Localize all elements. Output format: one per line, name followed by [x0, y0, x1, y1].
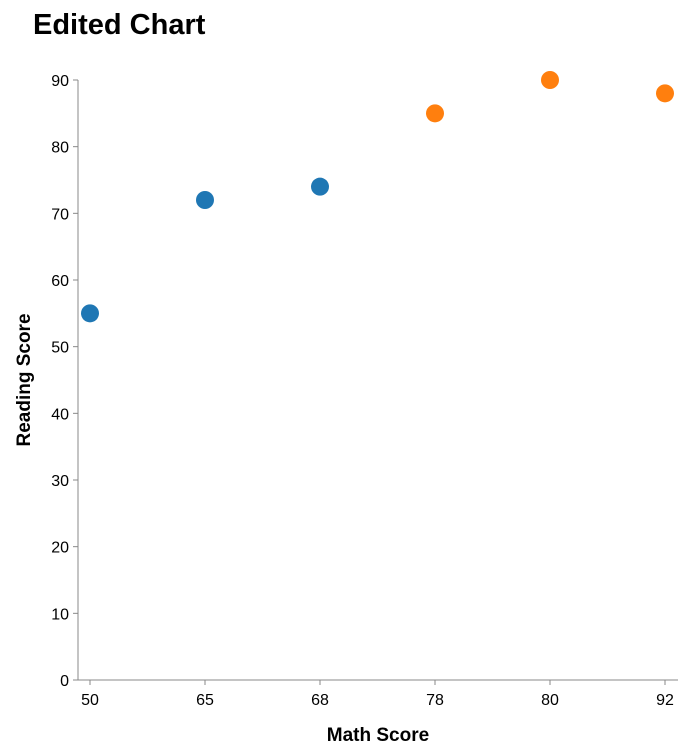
- x-tick-label: 80: [541, 692, 559, 709]
- y-tick-label: 60: [51, 273, 69, 290]
- y-tick-label: 0: [60, 673, 69, 690]
- y-tick-label: 30: [51, 473, 69, 490]
- y-tick-label: 20: [51, 540, 69, 557]
- x-tick-label: 50: [81, 692, 99, 709]
- y-tick-label: 80: [51, 140, 69, 157]
- x-tick-label: 65: [196, 692, 214, 709]
- data-point: [311, 177, 329, 196]
- x-tick-label: 92: [656, 692, 674, 709]
- y-tick-label: 50: [51, 340, 69, 357]
- data-point: [426, 104, 444, 123]
- chart-title: Edited Chart: [33, 9, 206, 41]
- data-point: [541, 71, 559, 89]
- y-axis: 0 10 20 30 40 50 60 70 80 90: [51, 73, 79, 690]
- x-axis-title: Math Score: [327, 725, 429, 746]
- x-tick-label: 68: [311, 692, 329, 709]
- y-tick-label: 70: [51, 206, 69, 223]
- data-point: [196, 191, 214, 209]
- data-point: [81, 304, 99, 323]
- data-points: [81, 71, 674, 323]
- x-axis: 50 65 68 78 80 92: [78, 679, 678, 709]
- y-axis-title: Reading Score: [14, 313, 35, 446]
- y-tick-label: 40: [51, 406, 69, 423]
- data-point: [656, 84, 674, 103]
- x-tick-label: 78: [426, 692, 444, 709]
- y-tick-label: 10: [51, 606, 69, 623]
- y-tick-label: 90: [51, 73, 69, 90]
